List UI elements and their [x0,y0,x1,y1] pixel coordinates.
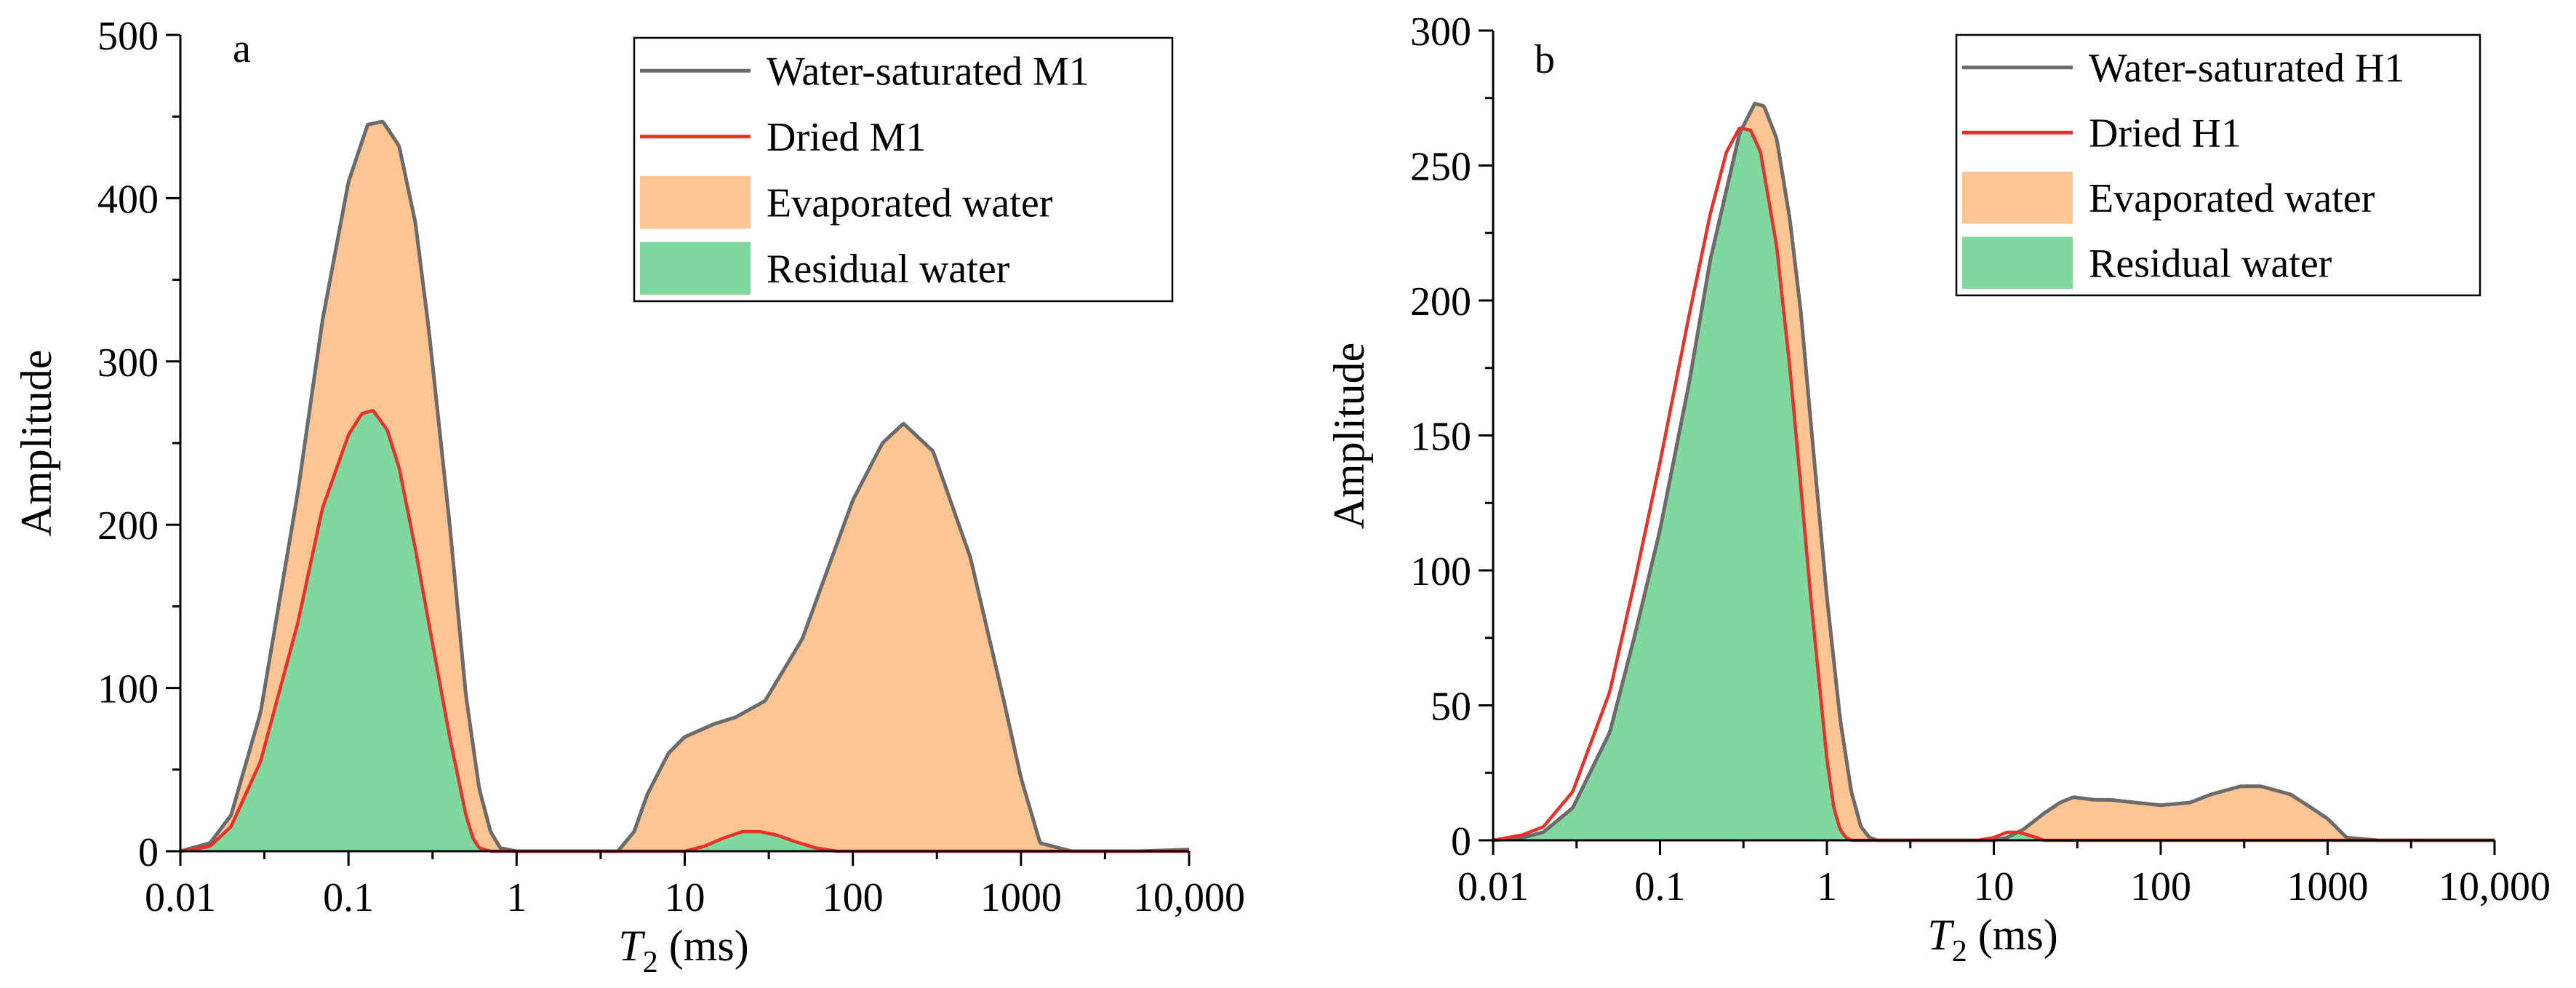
legend-swatch-evaporated-water [640,176,751,229]
legend-b: Water-saturated H1 Dried H1 Evaporated wat… [1955,33,2481,297]
y-tick-label-a: 100 [97,667,159,712]
residual-water-area-a [180,410,1189,851]
legend-label-residual-water: Residual water [767,247,1010,292]
x-tick-label-b: 10 [1974,864,2015,909]
legend-label-residual-water: Residual water [2089,241,2332,286]
x-tick-label-a: 0.1 [323,875,374,920]
y-axis-title-b: Amplitude [1325,343,1373,530]
x-tick-label-a: 10,000 [1133,875,1245,920]
x-tick-label-b: 10,000 [2439,864,2551,909]
y-tick-label-b: 150 [1410,415,1471,460]
y-tick-label-b: 0 [1451,819,1471,864]
x-tick-label-a: 1 [506,875,527,920]
water-saturated-line-a [180,119,1190,853]
legend-swatch-evaporated-water [1962,171,2073,224]
x-tick-label-b: 100 [2130,864,2191,909]
y-tick-label-b: 300 [1410,9,1471,55]
legend-label-evaporated-water: Evaporated water [2089,176,2375,221]
panel-label-a: a [233,26,251,71]
y-tick-label-b: 200 [1410,279,1471,324]
y-axis-title-a: Amplitude [12,350,60,537]
legend-swatch-residual-water [1962,236,2073,290]
y-tick-label-a: 0 [138,830,159,875]
legend-label-evaporated-water: Evaporated water [767,180,1053,226]
legend-label-dried-m1: Dried M1 [767,115,926,160]
x-axis-title-b: T2 (ms) [1927,911,2057,968]
y-tick-label-b: 250 [1410,145,1471,190]
x-tick-label-a: 0.01 [145,875,216,920]
x-tick-label-a: 10 [665,875,705,920]
residual-water-area-b [1493,128,2495,840]
chart-panel-a: 0 100 200 300 400 500 0.01 0.1 1 10 100 1000 10,000 a… [12,14,1245,979]
y-tick-label-a: 500 [97,14,159,59]
y-tick-label-a: 400 [97,177,159,222]
x-tick-label-a: 100 [823,875,884,920]
legend-label-water-saturated-m1: Water-saturated M1 [767,49,1089,94]
y-tick-label-a: 300 [97,340,159,386]
x-tick-label-b: 1 [1817,864,1837,909]
panel-label-b: b [1535,37,1555,82]
legend-label-dried-h1: Dried H1 [2089,111,2241,156]
legend-box-b [1955,33,2481,297]
x-tick-label-a: 1000 [980,875,1062,920]
legend-swatch-residual-water [640,242,751,295]
x-tick-label-b: 0.01 [1457,864,1529,909]
x-axis-title-a: T2 (ms) [618,922,748,979]
y-tick-label-b: 100 [1410,549,1471,594]
legend-label-water-saturated-h1: Water-saturated H1 [2089,46,2404,91]
x-tick-label-b: 0.1 [1635,864,1686,909]
y-tick-label-a: 200 [97,503,159,549]
legend-a: Water-saturated M1 Dried M1 Evaporated wat… [633,36,1174,303]
x-tick-label-b: 1000 [2287,864,2369,909]
chart-panel-b: 0 50 100 150 200 250 300 0.01 0.1 1 10 100 1000 10,00… [1325,9,2551,968]
y-tick-label-b: 50 [1431,685,1471,730]
